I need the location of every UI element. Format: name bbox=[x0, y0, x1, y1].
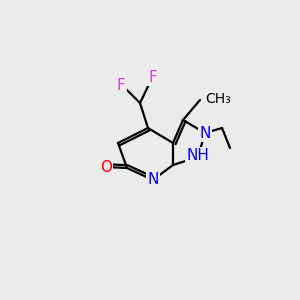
Text: F: F bbox=[117, 77, 125, 92]
Text: O: O bbox=[100, 160, 112, 175]
Text: CH₃: CH₃ bbox=[205, 92, 231, 106]
Text: F: F bbox=[148, 70, 158, 85]
Text: N: N bbox=[199, 125, 211, 140]
Text: NH: NH bbox=[187, 148, 209, 164]
Text: N: N bbox=[147, 172, 159, 188]
